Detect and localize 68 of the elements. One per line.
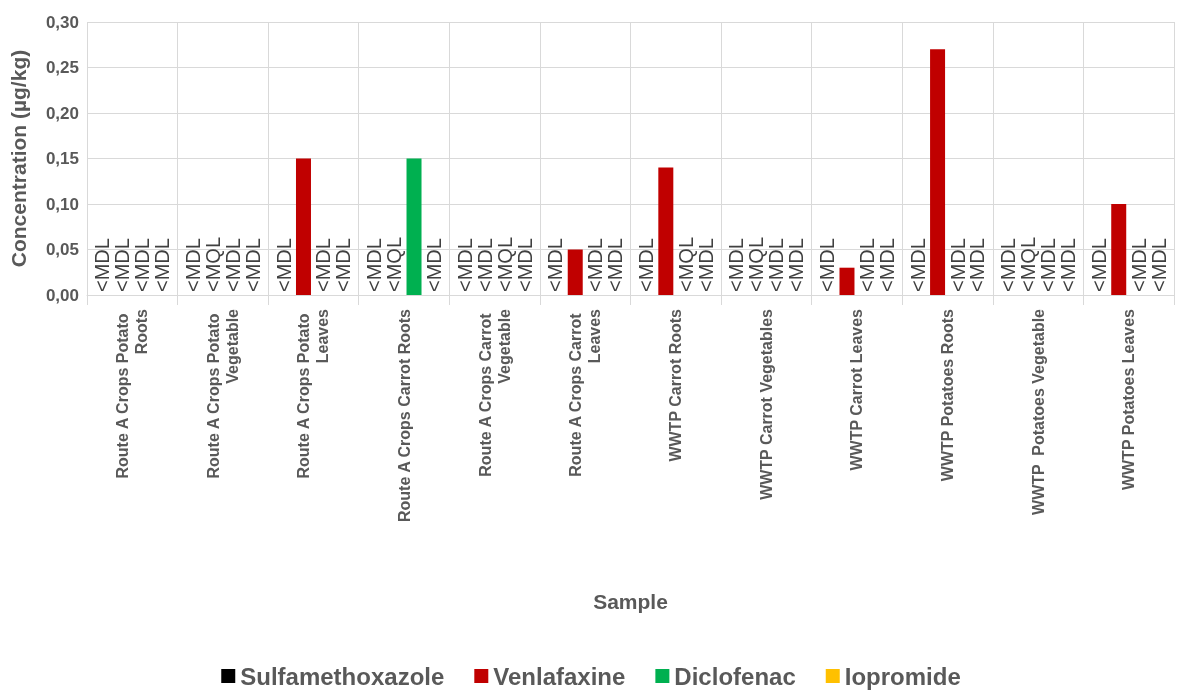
text: <MDL (181, 238, 204, 292)
text: <MDL (544, 238, 567, 292)
text: <MDL (91, 238, 114, 292)
text: <MDL (111, 238, 134, 292)
text: <MQL (745, 236, 768, 292)
text: <MDL (875, 238, 898, 292)
x-tick-label: WWTP Potatoes Vegetable (1029, 308, 1047, 515)
text: <MDL (604, 238, 627, 292)
y-tick-label: 0,00 (45, 285, 79, 305)
text: <MQL (383, 236, 406, 292)
bar (930, 49, 946, 295)
text: <MDL (1057, 238, 1080, 292)
text: <MDL (997, 238, 1020, 292)
text: <MDL (453, 238, 476, 292)
x-tick-label: WWTP Carrot Vegetables (757, 308, 775, 500)
text: <MDL (332, 238, 355, 292)
text: <MDL (1127, 238, 1150, 292)
text: <MDL (473, 238, 496, 292)
text: <MDL (131, 238, 154, 292)
bar (406, 158, 422, 295)
x-tick-label: WWTP Carrot Leaves (848, 308, 866, 471)
y-tick-label: 0,10 (45, 194, 79, 214)
y-tick-label: 0,30 (45, 12, 79, 32)
text: <MQL (201, 236, 224, 292)
text: <MQL (674, 236, 697, 292)
text: <MDL (151, 238, 174, 292)
text: <MDL (855, 238, 878, 292)
x-tick-label: WWTP Carrot Roots (667, 308, 685, 462)
text: <MDL (584, 238, 607, 292)
legend-label: Iopromide (844, 662, 961, 690)
y-tick-label: 0,25 (45, 58, 79, 77)
bar (1111, 204, 1127, 295)
text: <MDL (816, 238, 839, 292)
x-tick-label: Route A Crops Carrot Roots (395, 308, 413, 523)
text: <MDL (785, 238, 808, 292)
text: <MDL (312, 238, 335, 292)
bar (839, 267, 855, 295)
bar (567, 249, 583, 295)
text: <MDL (241, 238, 264, 292)
text: <MDL (1147, 238, 1170, 292)
x-tick-label: WWTP Potatoes Leaves (1120, 308, 1138, 491)
bar (295, 158, 311, 295)
x-tick-label: Route A Crops Carrot Vegetable (476, 308, 513, 477)
legend-label: Sulfamethoxazole (240, 662, 445, 690)
x-tick-label: Route A Crops Potato Leaves (295, 308, 332, 479)
y-tick-label: 0,20 (45, 103, 79, 123)
text: <MDL (946, 238, 969, 292)
x-tick-label: Route A Crops Potato Vegetable (204, 308, 241, 479)
bar (658, 167, 674, 295)
y-tick-label: 0,15 (45, 149, 79, 168)
x-tick-label: WWTP Potatoes Roots (939, 308, 957, 482)
text: <MQL (493, 236, 516, 292)
text: <MDL (272, 238, 295, 292)
text: <MDL (725, 238, 748, 292)
text: <MDL (422, 238, 445, 292)
x-tick-label: Route A Crops Potato Roots (114, 308, 151, 479)
legend-label: Venlafaxine (493, 662, 626, 690)
text: <MQL (1017, 236, 1040, 292)
text: <MDL (906, 238, 929, 292)
x-axis-title: Sample (593, 590, 668, 613)
text: <MDL (634, 238, 657, 292)
legend-label: Diclofenac (674, 662, 796, 690)
y-tick-label: 0,05 (45, 240, 79, 259)
text: <MDL (966, 238, 989, 292)
y-axis-title: Concentration (µg/kg) (7, 49, 30, 268)
text: <MDL (363, 238, 386, 292)
text: <MDL (1087, 238, 1110, 292)
x-tick-label: Route A Crops Carrot Leaves (567, 308, 604, 477)
